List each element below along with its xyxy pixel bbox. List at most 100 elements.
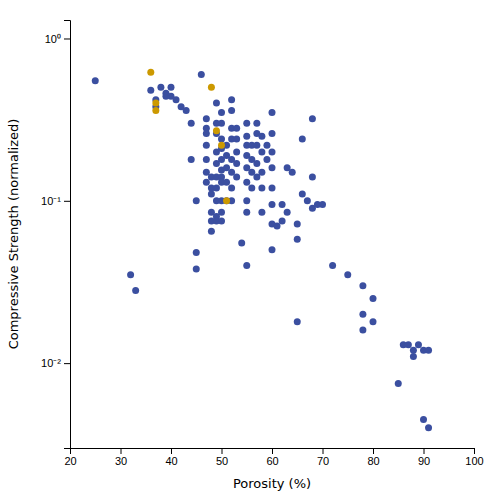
point — [304, 197, 311, 204]
point — [203, 169, 210, 176]
axis-line — [64, 21, 71, 449]
tick: 80 — [367, 448, 379, 467]
point — [233, 174, 240, 181]
point — [228, 96, 235, 103]
point — [203, 130, 210, 137]
point — [299, 136, 306, 143]
tick: 100 — [465, 448, 483, 467]
tick-mark — [64, 363, 70, 364]
point — [269, 164, 276, 171]
point — [425, 347, 432, 354]
point — [218, 142, 225, 149]
point — [269, 130, 276, 137]
point — [370, 295, 377, 302]
chart: 203040506070809010010⁻²10⁻¹10⁰Porosity (… — [0, 0, 498, 500]
point — [208, 228, 215, 235]
point — [218, 209, 225, 216]
tick-label: 10⁻¹ — [41, 195, 61, 207]
point — [203, 179, 210, 186]
tick-mark — [272, 448, 273, 454]
point — [243, 179, 250, 186]
point — [223, 179, 230, 186]
point — [157, 84, 164, 91]
tick: 40 — [165, 448, 177, 467]
tick-mark — [171, 448, 172, 454]
point — [188, 120, 195, 127]
point — [152, 100, 159, 107]
tick: 10⁻¹ — [41, 195, 70, 207]
point — [233, 125, 240, 132]
point — [203, 142, 210, 149]
point — [218, 120, 225, 127]
point — [92, 77, 99, 84]
tick: 10⁻² — [41, 357, 70, 369]
point — [228, 169, 235, 176]
point — [183, 107, 190, 114]
series — [147, 69, 230, 205]
tick-label: 60 — [266, 455, 278, 467]
tick-label: 30 — [115, 455, 127, 467]
tick-label: 10⁰ — [45, 33, 61, 45]
tick-mark — [222, 448, 223, 454]
point — [168, 84, 175, 91]
tick: 20 — [64, 448, 76, 467]
point — [152, 107, 159, 114]
point — [299, 191, 306, 198]
point — [132, 287, 139, 294]
axis-line — [71, 449, 475, 455]
tick-mark — [64, 38, 70, 39]
tick-label: 90 — [418, 455, 430, 467]
point — [329, 262, 336, 269]
tick-label: 80 — [367, 455, 379, 467]
x-axis: 2030405060708090100 — [64, 448, 483, 467]
point — [258, 133, 265, 140]
tick-label: 70 — [317, 455, 329, 467]
tick: 70 — [317, 448, 329, 467]
point — [198, 71, 205, 78]
point — [309, 174, 316, 181]
point — [233, 160, 240, 167]
point — [193, 266, 200, 273]
point — [233, 136, 240, 143]
point — [425, 424, 432, 431]
point — [258, 169, 265, 176]
point — [248, 169, 255, 176]
point — [127, 271, 134, 278]
point — [263, 142, 270, 149]
point — [410, 347, 417, 354]
point — [218, 109, 225, 116]
point — [147, 69, 154, 76]
point — [253, 174, 260, 181]
point — [269, 148, 276, 155]
point — [213, 184, 220, 191]
point — [370, 318, 377, 325]
point — [243, 197, 250, 204]
series — [92, 71, 432, 431]
point — [243, 120, 250, 127]
point — [203, 115, 210, 122]
tick: 30 — [115, 448, 127, 467]
point — [319, 201, 326, 208]
point — [359, 326, 366, 333]
point — [233, 148, 240, 155]
point — [258, 184, 265, 191]
point — [218, 136, 225, 143]
point — [289, 169, 296, 176]
tick-mark — [64, 201, 70, 202]
point — [294, 220, 301, 227]
y-axis-title: Compressive Strength (normalized) — [6, 119, 21, 350]
point — [208, 191, 215, 198]
point — [253, 120, 260, 127]
point — [274, 222, 281, 229]
point — [258, 209, 265, 216]
point — [279, 201, 286, 208]
point — [243, 133, 250, 140]
point — [193, 249, 200, 256]
tick: 90 — [418, 448, 430, 467]
point — [253, 160, 260, 167]
point — [228, 107, 235, 114]
point — [243, 209, 250, 216]
point — [213, 100, 220, 107]
tick-label: 100 — [465, 455, 483, 467]
tick-mark — [323, 448, 324, 454]
